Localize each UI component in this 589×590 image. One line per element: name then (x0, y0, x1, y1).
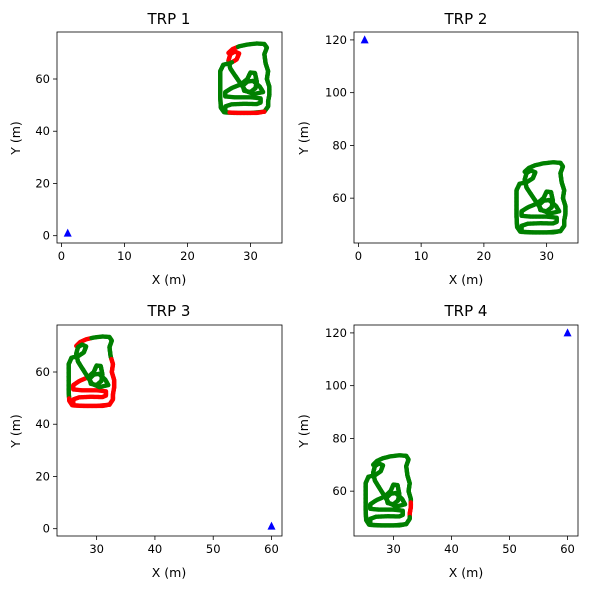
x-axis-label: X (m) (449, 565, 483, 580)
trajectory-point-green (404, 521, 409, 527)
subplot-title: TRP 3 (147, 302, 191, 320)
y-tick-label: 60 (332, 484, 347, 498)
axes-frame (353, 31, 579, 244)
x-tick-label: 40 (444, 542, 459, 556)
x-tick-label: 30 (539, 249, 554, 263)
x-tick-label: 10 (414, 249, 429, 263)
x-tick-label: 60 (560, 542, 575, 556)
plot-area (363, 453, 414, 528)
plot-area (514, 160, 568, 235)
trp-marker (360, 35, 369, 44)
subplot-title: TRP 2 (444, 10, 488, 28)
x-tick-label: 0 (355, 249, 362, 263)
x-tick-label: 60 (264, 542, 279, 556)
y-tick-label: 120 (325, 326, 347, 340)
y-tick-label: 100 (325, 379, 347, 393)
x-tick-label: 50 (206, 542, 221, 556)
y-tick-label: 40 (35, 124, 50, 138)
trajectory-point-green (558, 228, 563, 234)
y-tick-label: 60 (332, 191, 347, 205)
x-axis-label: X (m) (152, 565, 186, 580)
x-tick-label: 20 (477, 249, 492, 263)
x-tick-label: 30 (243, 249, 258, 263)
y-tick-label: 40 (35, 417, 50, 431)
y-tick-label: 80 (332, 431, 347, 445)
x-tick-label: 0 (58, 249, 65, 263)
trajectory-point-red (262, 109, 267, 114)
y-axis-label: Y (m) (8, 414, 23, 449)
x-tick-label: 30 (89, 542, 104, 556)
x-tick-label: 40 (148, 542, 163, 556)
x-tick-label: 10 (117, 249, 132, 263)
plot-area (218, 41, 272, 116)
y-tick-label: 100 (325, 86, 347, 100)
axes-frame (353, 324, 579, 537)
y-tick-label: 120 (325, 33, 347, 47)
subplot-title: TRP 1 (147, 10, 191, 28)
axes-frame (56, 324, 283, 537)
trp-marker (563, 328, 572, 337)
trp-marker (267, 521, 276, 530)
trp-marker (63, 228, 72, 237)
x-axis-label: X (m) (449, 272, 483, 287)
y-tick-label: 0 (43, 522, 50, 536)
x-tick-label: 20 (180, 249, 195, 263)
x-tick-label: 30 (386, 542, 401, 556)
y-tick-label: 80 (332, 138, 347, 152)
subplot-trp-2: TRP 2 X (m) Y (m) 0 10 20 30 60 80 100 120 (296, 10, 579, 287)
y-axis-label: Y (m) (8, 121, 23, 156)
y-axis-label: Y (m) (296, 121, 311, 156)
y-tick-label: 20 (35, 176, 50, 190)
y-tick-label: 60 (35, 72, 50, 86)
y-tick-label: 20 (35, 469, 50, 483)
trajectory-point-red (107, 402, 112, 407)
plot-area (66, 334, 117, 409)
x-axis-label: X (m) (152, 272, 186, 287)
x-tick-label: 50 (502, 542, 517, 556)
subplot-trp-1: TRP 1 X (m) Y (m) 0 10 20 30 0 20 40 60 (8, 10, 283, 287)
subplot-trp-3: TRP 3 X (m) Y (m) 30 40 50 60 0 20 40 60 (8, 302, 283, 580)
subplot-title: TRP 4 (444, 302, 488, 320)
y-tick-label: 60 (35, 365, 50, 379)
axes-frame (56, 31, 283, 244)
subplot-trp-4: TRP 4 X (m) Y (m) 30 40 50 60 60 80 100 120 (296, 302, 579, 580)
y-tick-label: 0 (43, 229, 50, 243)
y-axis-label: Y (m) (296, 414, 311, 449)
